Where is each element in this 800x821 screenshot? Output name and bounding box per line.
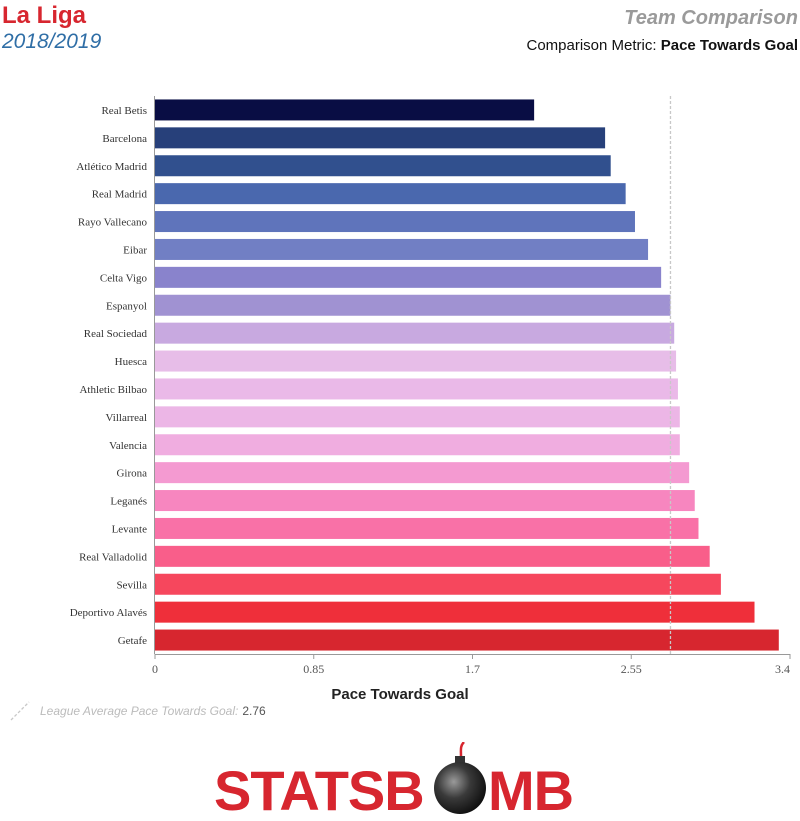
bar bbox=[155, 629, 779, 651]
metric-name: Pace Towards Goal bbox=[660, 37, 798, 54]
bar-chart: Real Betis Barcelona Atlético Madrid Real M… bbox=[70, 96, 791, 700]
y-tick-label: Atlético Madrid bbox=[76, 161, 147, 173]
x-axis-label: Pace Towards Goal bbox=[331, 686, 468, 700]
y-tick-label: Barcelona bbox=[102, 133, 147, 145]
dashed-line-legend-icon bbox=[10, 701, 30, 721]
bar bbox=[155, 294, 671, 316]
bar bbox=[155, 378, 678, 400]
y-tick-label: Athletic Bilbao bbox=[79, 384, 147, 396]
comparison-title: Team Comparison bbox=[624, 7, 798, 29]
bar bbox=[155, 350, 677, 372]
y-tick-label: Rayo Vallecano bbox=[78, 217, 148, 229]
y-tick-label: Deportivo Alavés bbox=[70, 607, 147, 619]
y-tick-label: Real Betis bbox=[101, 105, 147, 117]
legend-value: 2.76 bbox=[242, 704, 266, 718]
y-tick-label: Sevilla bbox=[116, 579, 147, 591]
bomb-icon bbox=[434, 741, 486, 814]
bar bbox=[155, 517, 699, 539]
statsbomb-logo: STATSB MB bbox=[214, 741, 586, 821]
bar bbox=[155, 238, 649, 260]
y-tick-label: Espanyol bbox=[106, 300, 147, 312]
y-tick-label: Girona bbox=[116, 468, 147, 480]
x-tick-labels: 0 0.85 1.7 2.55 3.4 bbox=[152, 654, 791, 676]
y-tick-label: Celta Vigo bbox=[100, 272, 148, 284]
y-tick-label: Getafe bbox=[118, 635, 147, 647]
bar bbox=[155, 490, 695, 512]
y-tick-label: Real Valladolid bbox=[79, 551, 147, 563]
bar bbox=[155, 322, 675, 344]
bar bbox=[155, 462, 690, 484]
header-right: Team Comparison Comparison Metric: Pace … bbox=[527, 6, 799, 56]
logo-text-right: MB bbox=[488, 759, 573, 816]
bars-group bbox=[155, 99, 779, 651]
bar bbox=[155, 211, 635, 233]
season-label: 2018/2019 bbox=[2, 30, 102, 53]
y-tick-label: Real Madrid bbox=[92, 189, 148, 201]
bar bbox=[155, 183, 626, 205]
x-tick-label: 3.4 bbox=[775, 662, 790, 676]
bar bbox=[155, 266, 662, 288]
y-tick-label: Eibar bbox=[123, 244, 147, 256]
bar bbox=[155, 99, 535, 121]
metric-line: Comparison Metric: Pace Towards Goal bbox=[527, 36, 799, 56]
y-tick-label: Levante bbox=[112, 523, 148, 535]
logo-text-left: STATSB bbox=[214, 759, 424, 816]
league-title: La Liga bbox=[2, 2, 87, 29]
x-tick-label: 0.85 bbox=[303, 662, 324, 676]
x-tick-label: 2.55 bbox=[621, 662, 642, 676]
y-tick-label: Leganés bbox=[110, 496, 147, 508]
bar bbox=[155, 601, 755, 623]
bar bbox=[155, 545, 710, 567]
legend: League Average Pace Towards Goal: 2.76 bbox=[10, 700, 266, 722]
y-tick-labels: Real Betis Barcelona Atlético Madrid Real M… bbox=[70, 105, 148, 647]
x-tick-label: 0 bbox=[152, 662, 158, 676]
y-tick-label: Real Sociedad bbox=[84, 328, 148, 340]
bar bbox=[155, 406, 680, 428]
metric-prefix: Comparison Metric: bbox=[526, 37, 657, 54]
legend-label: League Average Pace Towards Goal: bbox=[40, 704, 239, 718]
y-tick-label: Valencia bbox=[109, 440, 147, 452]
bar bbox=[155, 155, 611, 177]
bar bbox=[155, 127, 606, 149]
bar bbox=[155, 573, 721, 595]
y-tick-label: Villarreal bbox=[106, 412, 147, 424]
y-tick-label: Huesca bbox=[115, 356, 147, 368]
header-left: La Liga 2018/2019 bbox=[2, 2, 101, 54]
bar bbox=[155, 434, 680, 456]
x-tick-label: 1.7 bbox=[465, 662, 480, 676]
